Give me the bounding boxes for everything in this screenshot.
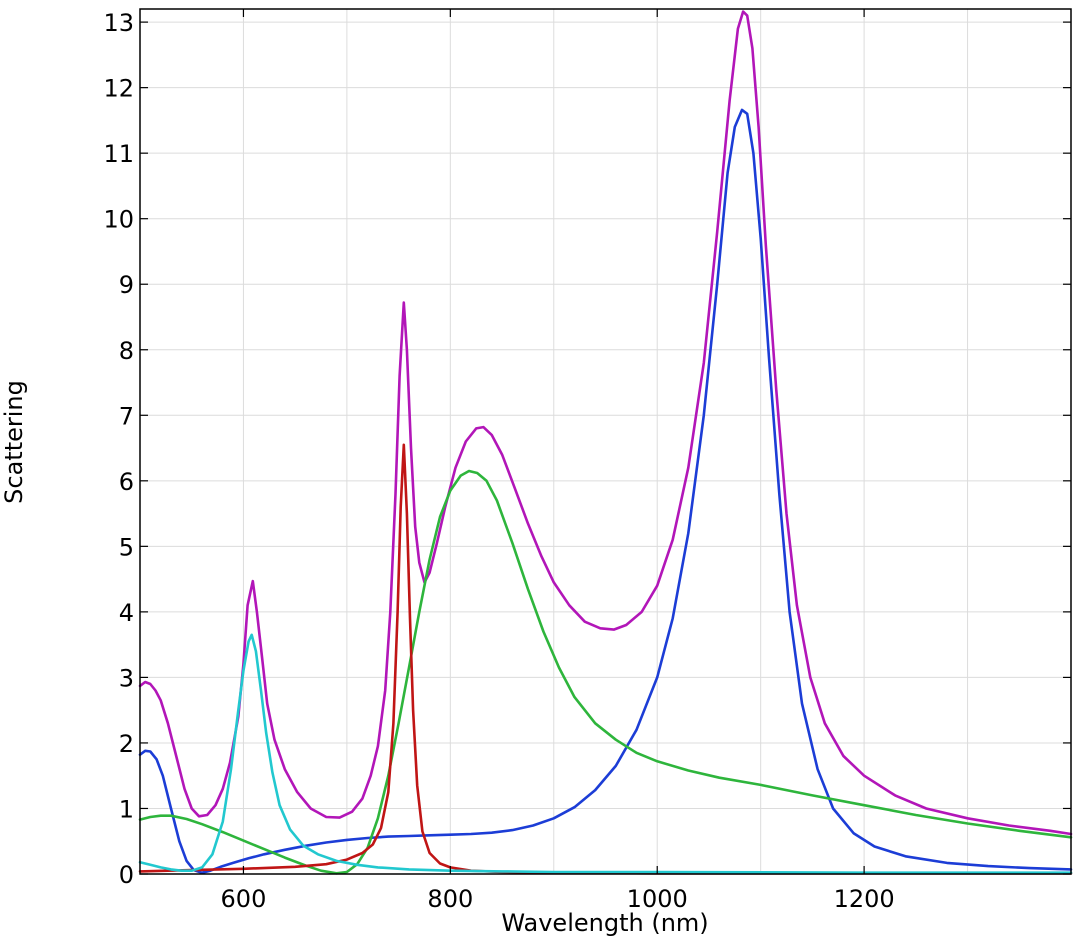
y-axis-label: Scattering xyxy=(0,380,28,504)
x-tick-label: 1000 xyxy=(627,885,688,913)
y-tick-label: 4 xyxy=(119,599,134,627)
x-tick-label: 600 xyxy=(221,885,267,913)
y-tick-label: 8 xyxy=(119,337,134,365)
y-tick-label: 7 xyxy=(119,402,134,430)
x-axis-label: Wavelength (nm) xyxy=(501,909,708,937)
y-tick-label: 5 xyxy=(119,533,134,561)
y-tick-label: 10 xyxy=(103,206,134,234)
y-tick-label: 9 xyxy=(119,271,134,299)
y-tick-label: 3 xyxy=(119,664,134,692)
x-tick-label: 1200 xyxy=(834,885,895,913)
y-tick-label: 6 xyxy=(119,468,134,496)
grid xyxy=(140,9,1071,874)
y-tick-label: 13 xyxy=(103,9,134,37)
y-tick-label: 12 xyxy=(103,75,134,103)
y-tick-label: 0 xyxy=(119,861,134,889)
series-line-1 xyxy=(138,10,1073,836)
series-line-3 xyxy=(138,469,1073,875)
series-line-5 xyxy=(138,633,1073,874)
y-tick-label: 11 xyxy=(103,140,134,168)
plot-frame xyxy=(139,8,1072,875)
y-tick-label: 2 xyxy=(119,730,134,758)
series-line-2 xyxy=(138,108,1073,874)
y-tick-label: 1 xyxy=(119,795,134,823)
x-tick-label: 800 xyxy=(427,885,473,913)
ticks xyxy=(140,9,1071,875)
series-lines xyxy=(138,10,1073,875)
